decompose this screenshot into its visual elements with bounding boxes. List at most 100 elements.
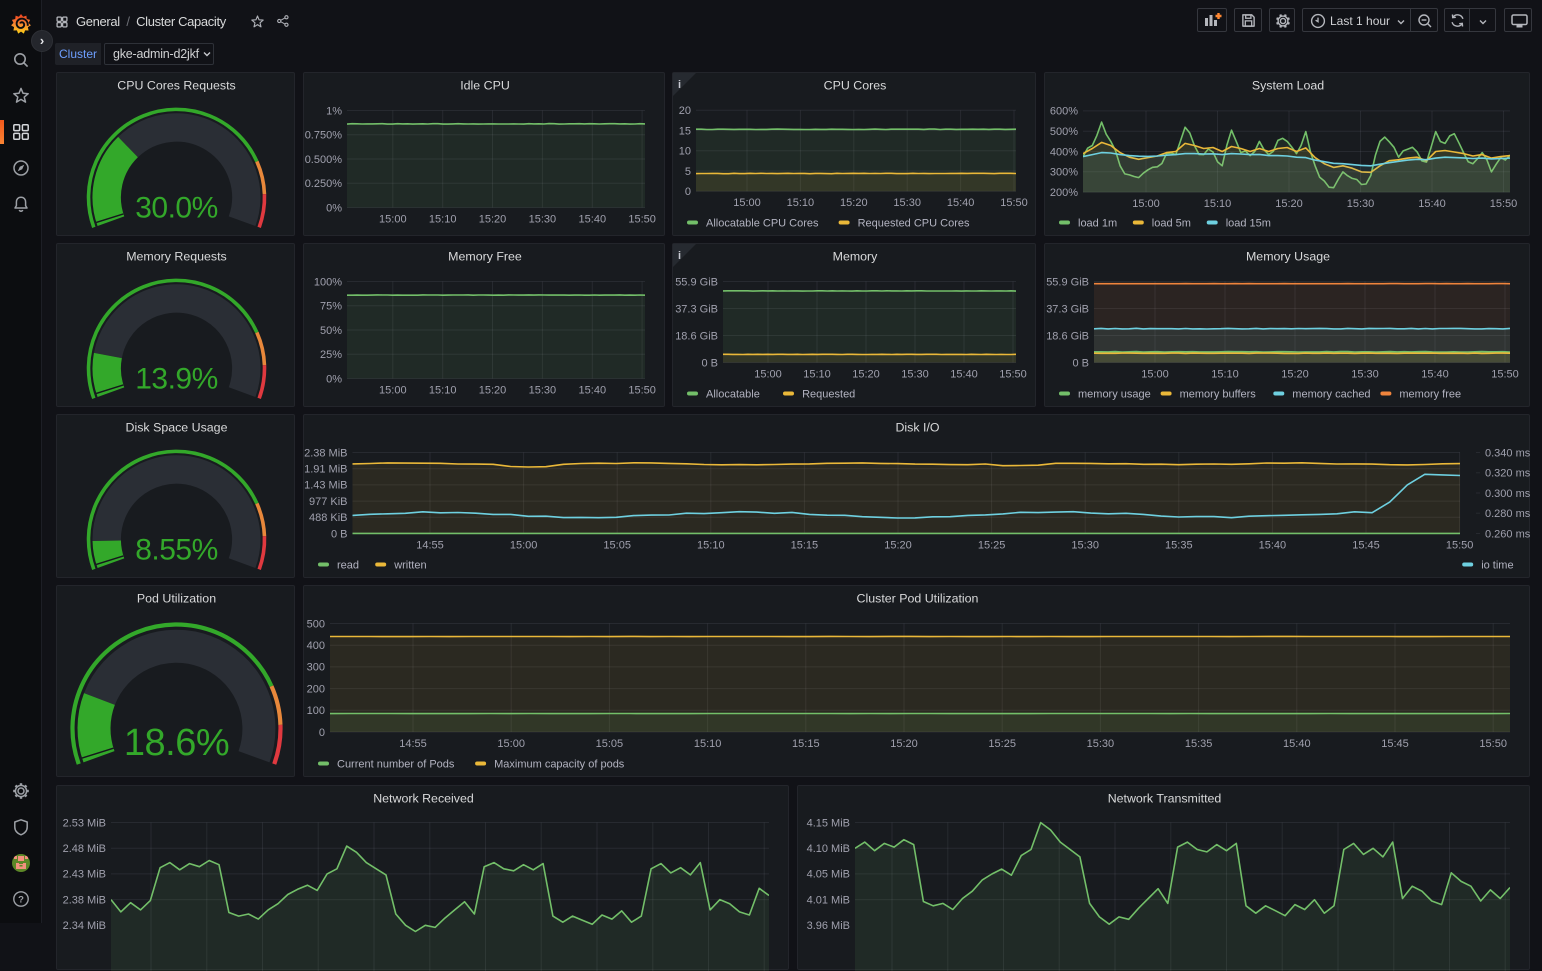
svg-text:15:40: 15:40 [1259,539,1287,551]
svg-text:Allocatable: Allocatable [706,389,760,401]
svg-text:15:20: 15:20 [479,384,507,396]
svg-text:written: written [393,560,426,572]
svg-text:15:25: 15:25 [988,738,1016,750]
svg-text:Network Transmitted: Network Transmitted [1108,792,1222,806]
svg-text:18.6 GiB: 18.6 GiB [675,330,718,342]
svg-text:15:10: 15:10 [787,197,815,209]
svg-text:15:50: 15:50 [1479,738,1507,750]
svg-text:Disk Space Usage: Disk Space Usage [126,421,228,435]
svg-text:75%: 75% [320,301,342,313]
svg-text:0: 0 [319,727,325,739]
svg-text:15:50: 15:50 [628,384,656,396]
svg-text:200%: 200% [1050,187,1078,199]
svg-text:2.53 MiB: 2.53 MiB [63,817,106,829]
svg-text:15:20: 15:20 [479,213,507,225]
svg-text:5: 5 [685,166,691,178]
svg-text:?: ? [18,895,24,906]
svg-text:2.38 MiB: 2.38 MiB [63,894,106,906]
svg-text:15:10: 15:10 [694,738,722,750]
svg-text:0.300 ms: 0.300 ms [1485,488,1531,500]
svg-text:25%: 25% [320,349,342,361]
svg-text:0.750%: 0.750% [305,130,343,142]
svg-text:15:40: 15:40 [1283,738,1311,750]
svg-text:memory cached: memory cached [1292,389,1370,401]
svg-text:15:00: 15:00 [379,213,407,225]
svg-text:load 5m: load 5m [1152,218,1191,230]
svg-text:15:20: 15:20 [840,197,868,209]
svg-text:2.48 MiB: 2.48 MiB [63,843,106,855]
svg-text:4.10 MiB: 4.10 MiB [807,843,850,855]
svg-text:15:40: 15:40 [579,384,607,396]
svg-text:Memory Free: Memory Free [448,250,522,264]
svg-text:2.34 MiB: 2.34 MiB [63,920,106,932]
svg-text:Maximum capacity of pods: Maximum capacity of pods [494,759,625,771]
svg-text:100%: 100% [314,276,342,288]
svg-text:0.320 ms: 0.320 ms [1485,468,1531,480]
svg-text:15:10: 15:10 [803,368,831,380]
svg-text:15:15: 15:15 [792,738,820,750]
svg-text:4.01 MiB: 4.01 MiB [807,894,850,906]
svg-text:37.3 GiB: 37.3 GiB [1046,303,1089,315]
svg-text:1.91 MiB: 1.91 MiB [304,464,347,476]
svg-text:0.280 ms: 0.280 ms [1485,508,1531,520]
svg-text:Cluster Pod Utilization: Cluster Pod Utilization [857,592,979,606]
svg-text:15:00: 15:00 [1141,368,1169,380]
svg-text:2.38 MiB: 2.38 MiB [304,447,347,459]
svg-text:15:30: 15:30 [529,384,557,396]
svg-text:15:30: 15:30 [1071,539,1099,551]
svg-text:400%: 400% [1050,146,1078,158]
svg-text:500: 500 [307,618,325,630]
svg-text:15:05: 15:05 [603,539,631,551]
svg-text:15:50: 15:50 [1491,368,1519,380]
svg-text:0.500%: 0.500% [305,154,343,166]
svg-text:15:10: 15:10 [429,213,457,225]
svg-text:1.43 MiB: 1.43 MiB [304,480,347,492]
svg-text:15:10: 15:10 [697,539,725,551]
svg-text:load 15m: load 15m [1226,218,1271,230]
svg-text:300%: 300% [1050,167,1078,179]
svg-text:13.9%: 13.9% [135,363,218,396]
svg-text:System Load: System Load [1252,79,1324,93]
svg-text:4.15 MiB: 4.15 MiB [807,817,850,829]
svg-text:Allocatable CPU Cores: Allocatable CPU Cores [706,218,819,230]
svg-text:400: 400 [307,640,325,652]
svg-text:0 B: 0 B [701,357,718,369]
svg-text:15:20: 15:20 [884,539,912,551]
svg-text:20: 20 [679,105,691,117]
svg-text:CPU Cores Requests: CPU Cores Requests [117,79,235,93]
svg-text:15:10: 15:10 [1204,198,1232,210]
svg-text:15:30: 15:30 [1351,368,1379,380]
svg-text:read: read [337,560,359,572]
svg-text:15:40: 15:40 [579,213,607,225]
svg-text:2.43 MiB: 2.43 MiB [63,869,106,881]
svg-text:55.9 GiB: 55.9 GiB [1046,276,1089,288]
svg-text:15:20: 15:20 [852,368,880,380]
svg-text:load 1m: load 1m [1078,218,1117,230]
svg-text:100: 100 [307,705,325,717]
svg-text:37.3 GiB: 37.3 GiB [675,303,718,315]
svg-text:14:55: 14:55 [399,738,427,750]
svg-text:15:45: 15:45 [1381,738,1409,750]
svg-text:3.96 MiB: 3.96 MiB [807,920,850,932]
svg-text:Current number of Pods: Current number of Pods [337,759,455,771]
svg-text:15:30: 15:30 [1087,738,1115,750]
svg-text:15:35: 15:35 [1185,738,1213,750]
svg-text:15:40: 15:40 [1421,368,1449,380]
svg-text:15:20: 15:20 [1275,198,1303,210]
svg-text:14:55: 14:55 [416,539,444,551]
svg-text:488 KiB: 488 KiB [309,512,348,524]
svg-text:15:50: 15:50 [999,368,1027,380]
svg-text:0: 0 [685,186,691,198]
svg-text:15:20: 15:20 [1281,368,1309,380]
svg-text:15:40: 15:40 [947,197,975,209]
svg-text:Memory: Memory [833,250,879,264]
svg-text:15:00: 15:00 [754,368,782,380]
svg-text:memory usage: memory usage [1078,389,1151,401]
svg-text:15:15: 15:15 [791,539,819,551]
svg-text:15:00: 15:00 [379,384,407,396]
svg-text:18.6 GiB: 18.6 GiB [1046,330,1089,342]
svg-text:15:30: 15:30 [901,368,929,380]
svg-text:15:25: 15:25 [978,539,1006,551]
svg-text:Memory Requests: Memory Requests [126,250,227,264]
svg-text:memory buffers: memory buffers [1180,389,1257,401]
